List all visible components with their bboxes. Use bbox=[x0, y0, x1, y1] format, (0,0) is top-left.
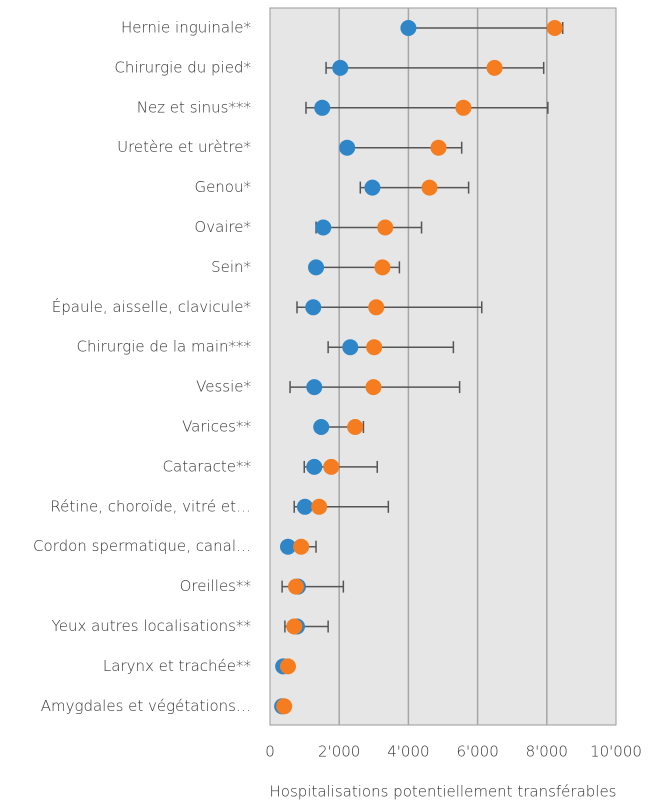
x-tick-label: 0 bbox=[265, 743, 275, 761]
category-label: Ovaire* bbox=[194, 218, 251, 236]
dot bbox=[313, 419, 330, 435]
category-label: Cataracte** bbox=[163, 457, 251, 475]
dot bbox=[315, 219, 332, 236]
category-label: Cordon spermatique, canal… bbox=[33, 537, 251, 555]
category-label: Chirurgie du pied* bbox=[114, 58, 251, 76]
category-label: Vessie* bbox=[196, 378, 251, 396]
dot bbox=[366, 339, 383, 356]
dot bbox=[365, 379, 382, 396]
dot bbox=[279, 658, 296, 675]
dot bbox=[314, 99, 331, 116]
category-label: Chirurgie de la main*** bbox=[76, 338, 251, 356]
category-label: Rétine, choroïde, vitré et… bbox=[50, 497, 251, 515]
dot bbox=[347, 419, 364, 435]
x-tick-label: 4'000 bbox=[387, 743, 429, 761]
dot bbox=[308, 259, 325, 276]
category-label: Amygdales et végétations… bbox=[41, 697, 251, 715]
dot bbox=[546, 20, 563, 36]
category-label: Uretère et urètre* bbox=[117, 138, 251, 156]
x-tick-label: 10'000 bbox=[590, 743, 642, 761]
dot bbox=[339, 139, 356, 156]
dot bbox=[276, 698, 293, 715]
dot bbox=[400, 20, 417, 36]
dot bbox=[287, 578, 304, 595]
dot bbox=[332, 59, 349, 76]
dot bbox=[342, 339, 359, 356]
dot bbox=[377, 219, 394, 236]
dot bbox=[368, 299, 385, 316]
dot bbox=[306, 458, 323, 475]
category-label: Genou* bbox=[194, 178, 251, 196]
dot bbox=[306, 379, 323, 396]
dot bbox=[305, 299, 322, 316]
dot bbox=[374, 259, 391, 276]
plot-area bbox=[269, 7, 617, 726]
dot bbox=[486, 59, 503, 76]
x-tick-label: 8'000 bbox=[526, 743, 568, 761]
x-tick-label: 6'000 bbox=[456, 743, 498, 761]
category-label: Épaule, aisselle, clavicule* bbox=[52, 297, 251, 316]
x-axis-title: Hospitalisations potentiellement transfé… bbox=[269, 783, 616, 801]
dot bbox=[311, 498, 328, 515]
category-label: Yeux autres localisations** bbox=[52, 617, 251, 635]
category-label: Varices** bbox=[182, 418, 251, 436]
category-label: Oreilles** bbox=[180, 577, 251, 595]
dot bbox=[279, 538, 296, 555]
dot bbox=[364, 179, 381, 196]
dot bbox=[430, 139, 447, 156]
dot bbox=[421, 179, 438, 196]
dot bbox=[293, 538, 310, 555]
dot bbox=[286, 618, 303, 635]
category-label: Sein* bbox=[211, 258, 251, 276]
category-label: Hernie inguinale* bbox=[121, 19, 251, 37]
dot bbox=[455, 99, 472, 116]
dot bbox=[323, 458, 340, 475]
x-tick-label: 2'000 bbox=[318, 743, 360, 761]
category-label: Larynx et trachée** bbox=[103, 657, 251, 675]
dot bbox=[296, 498, 313, 515]
category-label: Nez et sinus*** bbox=[137, 98, 251, 116]
